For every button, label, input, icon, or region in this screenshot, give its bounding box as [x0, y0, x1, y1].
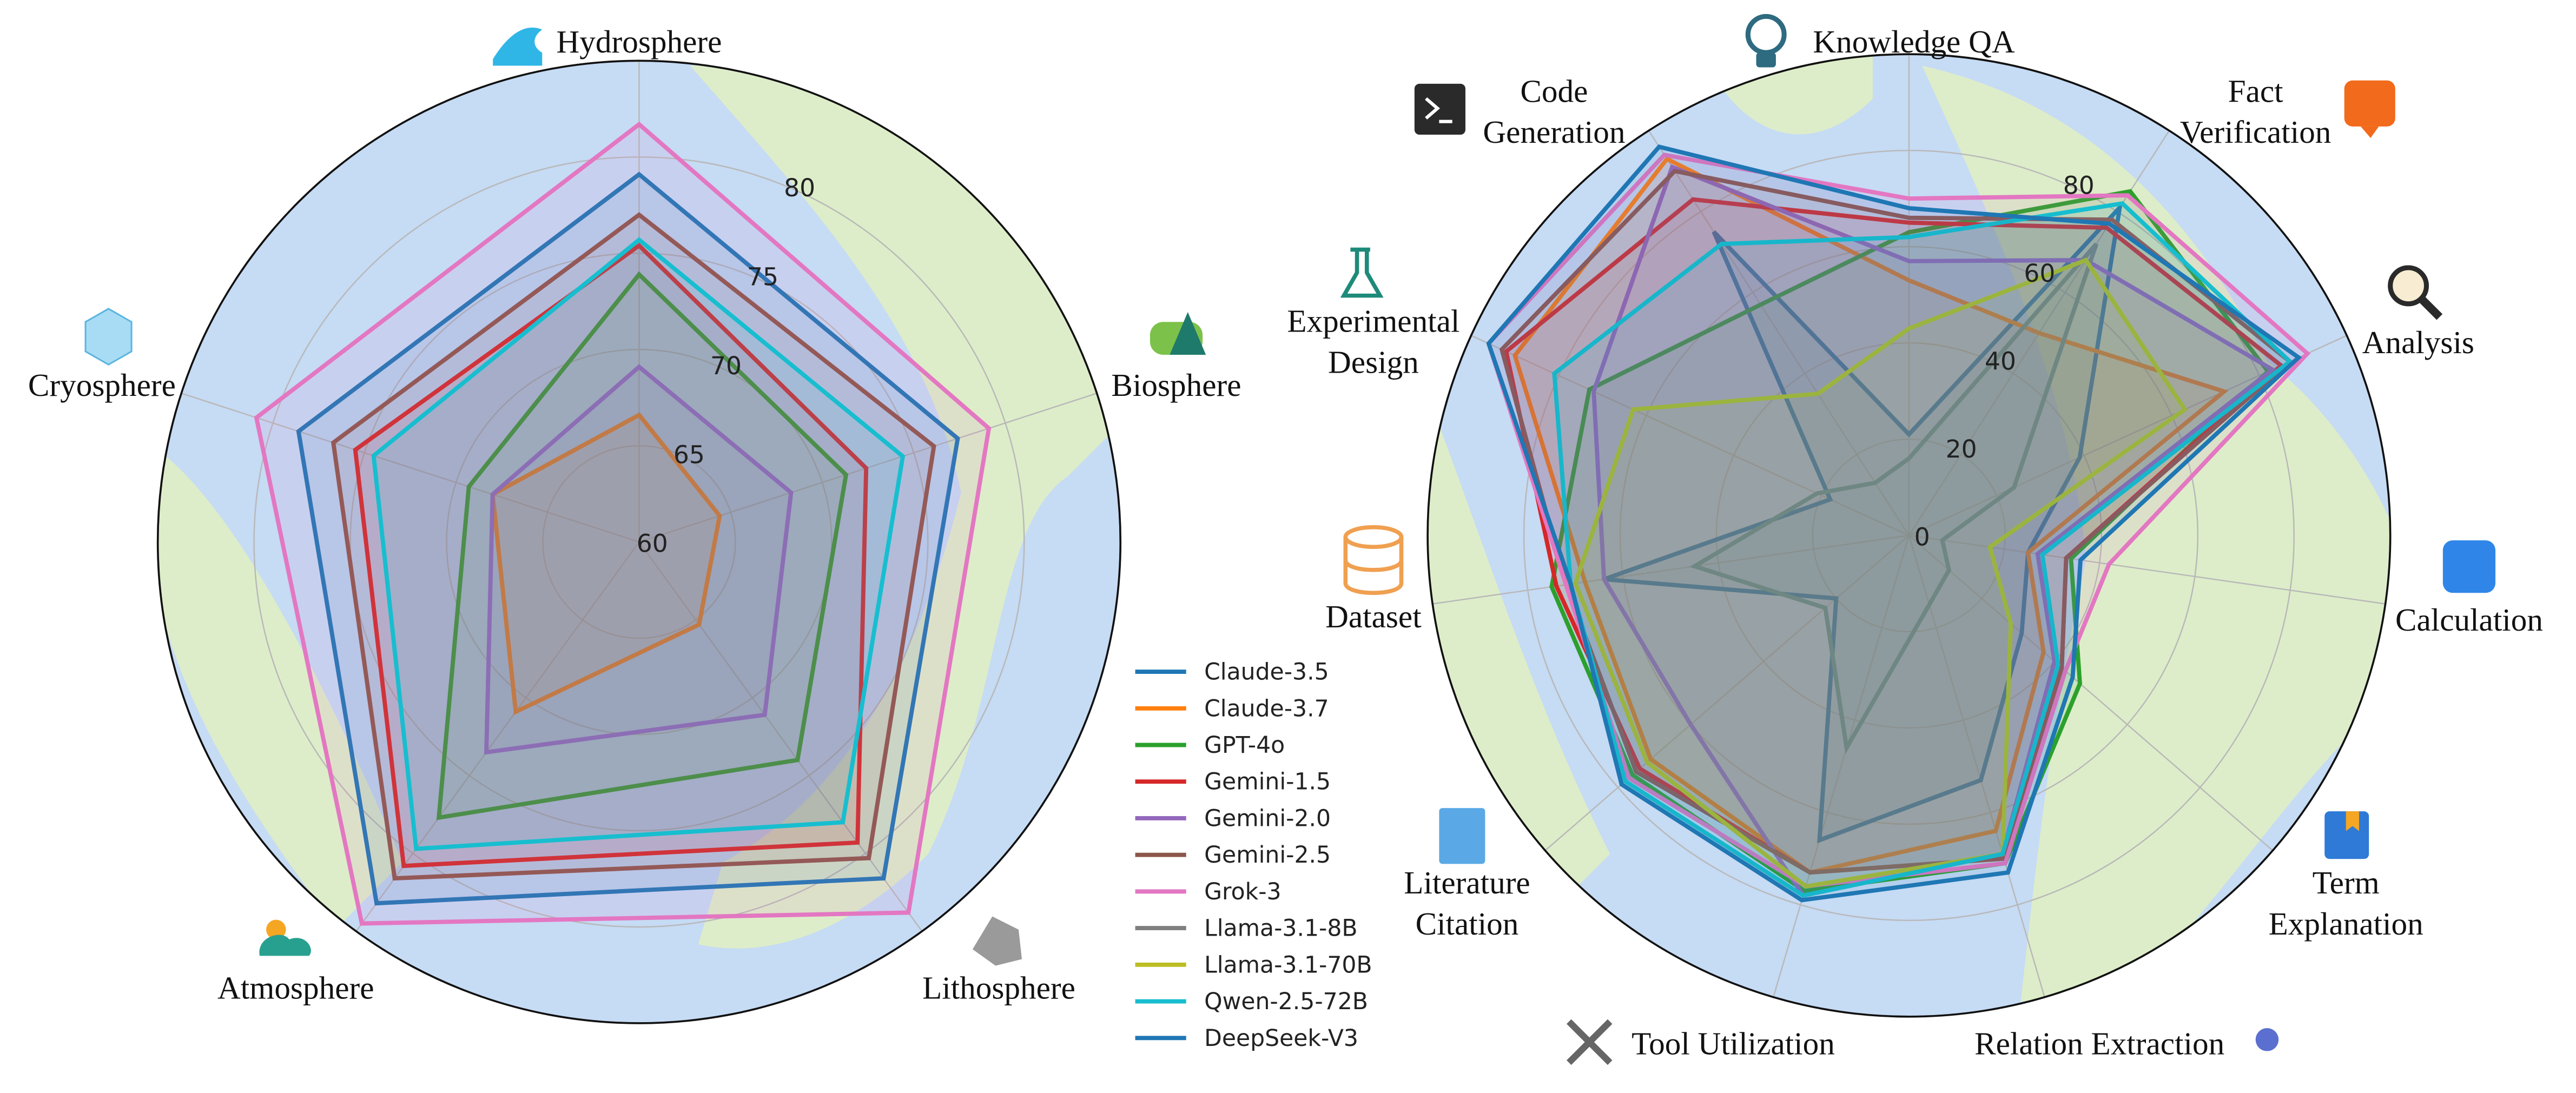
r-tick-label: 60	[2024, 259, 2055, 288]
series-area	[436, 271, 849, 820]
series-area	[1552, 201, 2294, 898]
r-tick-label: 75	[747, 262, 778, 291]
legend-label: Gemini-1.5	[1204, 769, 1331, 796]
category-label: Calculation	[2395, 604, 2543, 638]
category-label-box: Tool Utilization	[1632, 1027, 1835, 1062]
category-label: Fact Verification	[2179, 75, 2331, 151]
spoke	[1908, 535, 2045, 998]
category-label-box: Relation Extraction	[1974, 1027, 2225, 1062]
series-area	[353, 242, 869, 869]
outer-ring	[156, 59, 1122, 1024]
category-label: Biosphere	[1111, 368, 1241, 403]
category-label: Dataset	[1325, 600, 1422, 635]
category-label-box: Fact Verification	[2179, 75, 2331, 151]
legend-label: Gemini-2.0	[1204, 805, 1331, 832]
category-label-box: Atmosphere	[217, 971, 374, 1006]
outer-ring	[1426, 53, 2392, 1018]
r-tick-label: 80	[784, 174, 815, 202]
category-label-box: Hydrosphere	[556, 25, 722, 60]
spoke	[1471, 335, 1910, 536]
category-label: Term Explanation	[2268, 867, 2423, 943]
legend-label: Claude-3.5	[1204, 659, 1329, 686]
category-label: Experimental Design	[1287, 305, 1460, 381]
r-tick-label: 65	[673, 440, 705, 469]
r-tick-label: 20	[1946, 435, 1977, 463]
legend-label: Qwen-2.5-72B	[1204, 989, 1368, 1015]
spoke	[1773, 535, 1910, 998]
series-area	[296, 171, 960, 906]
series-area	[371, 237, 906, 851]
category-label-box: Cryosphere	[28, 368, 176, 403]
category-label-box: Knowledge QA	[1813, 25, 2015, 60]
category-label: Knowledge QA	[1813, 25, 2015, 60]
category-label-box: Calculation	[2395, 604, 2543, 638]
category-label: Code Generation	[1483, 75, 1626, 151]
category-label: Atmosphere	[217, 971, 374, 1006]
category-label-box: Experimental Design	[1287, 305, 1460, 381]
legend-label: DeepSeek-V3	[1204, 1025, 1358, 1052]
category-label-box: Code Generation	[1483, 75, 1626, 151]
series-layer	[254, 121, 2311, 926]
r-tick-label: 60	[637, 529, 668, 558]
spoke	[1432, 534, 1910, 605]
category-label: Tool Utilization	[1632, 1027, 1835, 1062]
series-area	[1549, 189, 2271, 893]
category-label: Literature Citation	[1404, 867, 1530, 943]
series-area	[1486, 144, 2302, 903]
category-label-box: Analysis	[2362, 326, 2474, 361]
r-tick-label: 0	[1914, 523, 1930, 552]
spoke	[638, 541, 923, 932]
r-tick-label: 80	[2063, 171, 2095, 200]
category-label: Relation Extraction	[1974, 1027, 2225, 1062]
category-label-box: Dataset	[1325, 600, 1422, 635]
series-area	[254, 121, 992, 926]
legend-label: Claude-3.7	[1204, 695, 1329, 722]
category-label: Lithosphere	[922, 971, 1075, 1006]
spoke	[1544, 535, 1910, 851]
series-area	[331, 212, 936, 881]
spoke	[1908, 535, 2274, 851]
legend-label: Llama-3.1-8B	[1204, 916, 1357, 942]
category-label: Cryosphere	[28, 368, 176, 403]
category-label: Hydrosphere	[556, 25, 722, 60]
category-label-box: Lithosphere	[922, 971, 1075, 1006]
series-area	[1573, 257, 2188, 889]
series-area	[484, 364, 794, 755]
category-label-box: Biosphere	[1111, 368, 1241, 403]
icons	[84, 14, 2496, 1065]
category-label-box: Term Explanation	[2268, 867, 2423, 943]
series-area	[1689, 242, 2099, 754]
series-area	[1499, 169, 2294, 875]
legend-label: Grok-3	[1204, 879, 1281, 905]
legend-label: GPT-4o	[1204, 732, 1285, 759]
category-label-box: Literature Citation	[1404, 867, 1530, 943]
legend-label: Gemini-2.5	[1204, 842, 1331, 869]
series-area	[490, 412, 722, 715]
category-label: Analysis	[2362, 326, 2474, 361]
r-tick-label: 40	[1985, 347, 2016, 375]
r-tick-label: 70	[710, 352, 742, 380]
legend-label: Llama-3.1-70B	[1204, 952, 1372, 978]
